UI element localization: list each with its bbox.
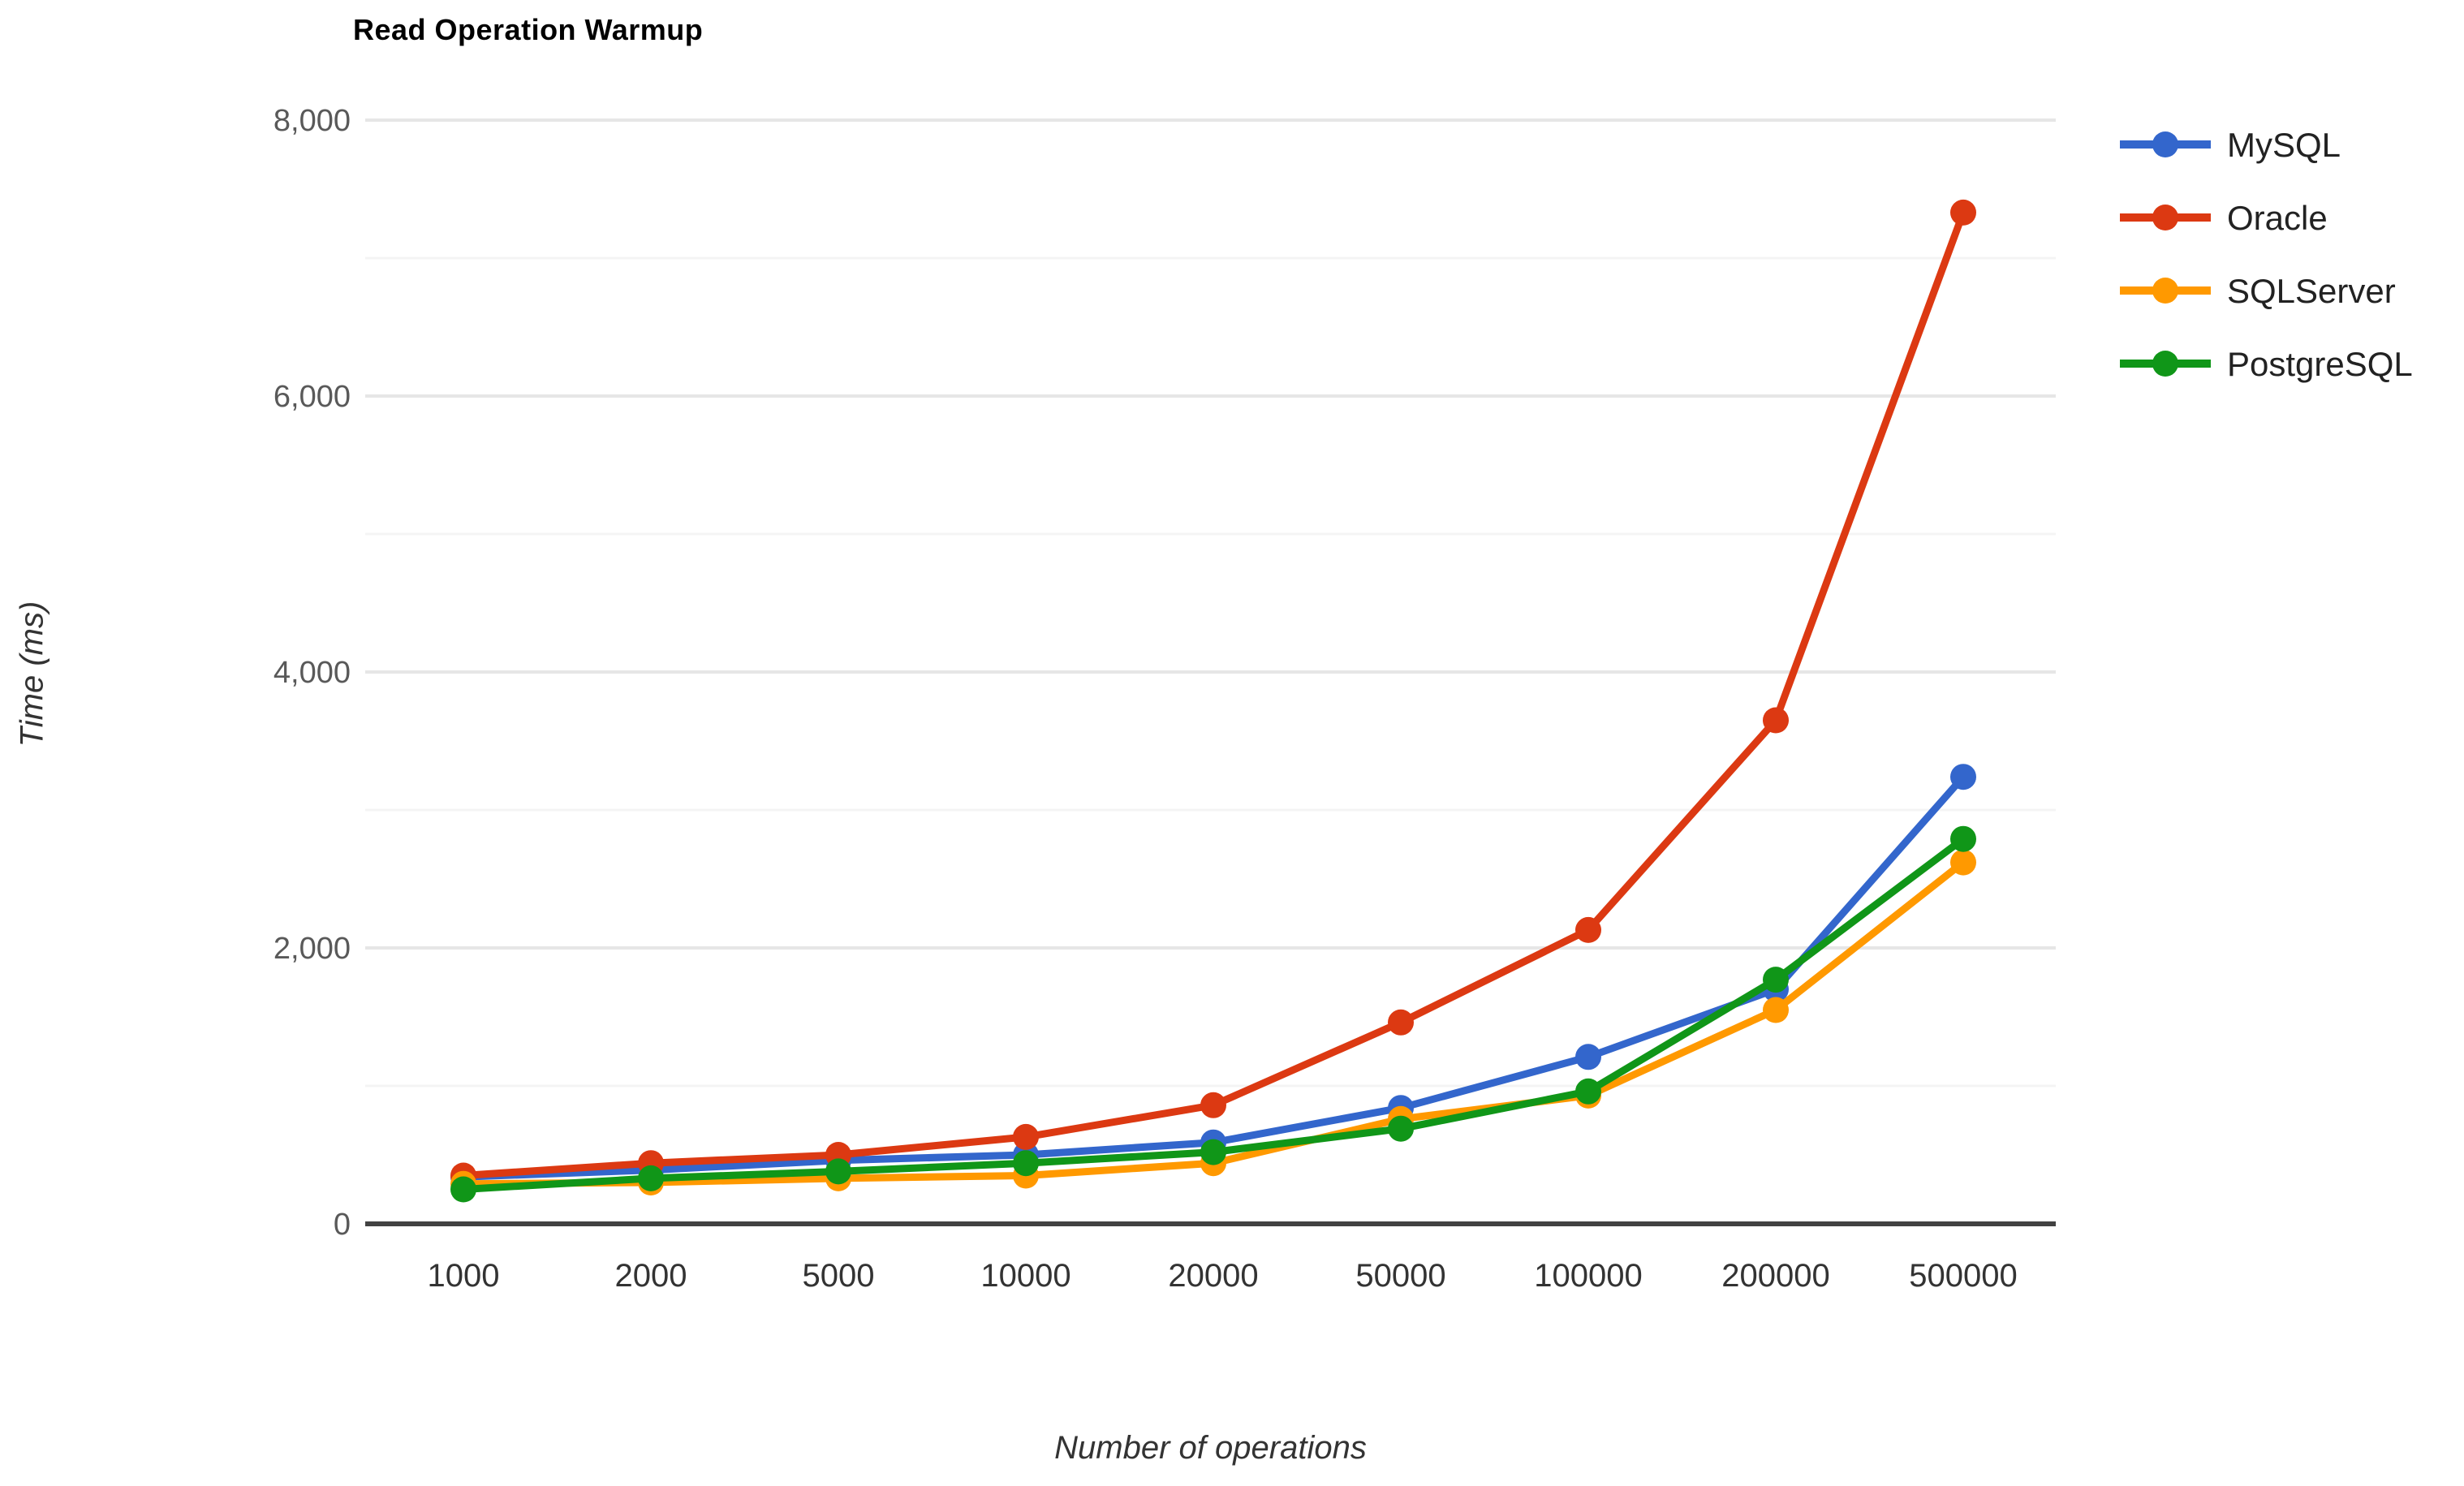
x-tick-label: 500000 (1909, 1258, 2017, 1294)
y-axis-title: Time (ms) (14, 601, 50, 747)
data-point-sqlserver-500000 (1950, 849, 1976, 876)
data-point-postgresql-1000 (450, 1176, 476, 1203)
x-tick-label: 2000 (615, 1258, 687, 1294)
x-tick-label: 1000 (428, 1258, 500, 1294)
data-point-postgresql-100000 (1575, 1078, 1601, 1105)
y-tick-label: 6,000 (274, 380, 351, 414)
y-tick-label: 0 (334, 1208, 351, 1242)
x-tick-label: 200000 (1721, 1258, 1829, 1294)
data-point-sqlserver-200000 (1763, 997, 1789, 1023)
legend-item-oracle: Oracle (2227, 199, 2328, 237)
data-point-oracle-50000 (1388, 1009, 1414, 1036)
legend-swatch-dot-mysql (2152, 131, 2178, 157)
legend-item-postgresql: PostgreSQL (2227, 345, 2413, 383)
x-tick-label: 10000 (980, 1258, 1070, 1294)
y-tick-label: 8,000 (274, 104, 351, 138)
data-point-postgresql-2000 (638, 1165, 664, 1191)
data-point-postgresql-500000 (1950, 825, 1976, 852)
data-point-oracle-100000 (1575, 916, 1601, 943)
x-tick-label: 5000 (803, 1258, 875, 1294)
x-tick-label: 50000 (1355, 1258, 1445, 1294)
data-point-postgresql-50000 (1388, 1115, 1414, 1142)
data-point-oracle-200000 (1763, 707, 1789, 734)
data-point-mysql-100000 (1575, 1044, 1601, 1070)
data-point-oracle-20000 (1200, 1092, 1226, 1118)
y-tick-label: 4,000 (274, 656, 351, 690)
data-point-mysql-500000 (1950, 764, 1976, 790)
x-tick-label: 20000 (1168, 1258, 1258, 1294)
legend-swatch-dot-oracle (2152, 205, 2178, 230)
data-point-postgresql-5000 (825, 1158, 851, 1185)
data-point-postgresql-10000 (1013, 1150, 1039, 1177)
legend-item-mysql: MySQL (2227, 126, 2341, 164)
y-tick-label: 2,000 (274, 932, 351, 966)
legend-item-sqlserver: SQLServer (2227, 272, 2396, 310)
legend-swatch-dot-postgresql (2152, 351, 2178, 377)
legend-swatch-dot-sqlserver (2152, 278, 2178, 304)
chart-title: Read Operation Warmup (353, 13, 704, 46)
x-tick-label: 100000 (1534, 1258, 1642, 1294)
data-point-oracle-500000 (1950, 199, 1976, 226)
data-point-postgresql-200000 (1763, 967, 1789, 993)
data-point-postgresql-20000 (1200, 1139, 1226, 1165)
x-axis-title: Number of operations (1054, 1430, 1367, 1466)
data-point-oracle-10000 (1013, 1123, 1039, 1150)
